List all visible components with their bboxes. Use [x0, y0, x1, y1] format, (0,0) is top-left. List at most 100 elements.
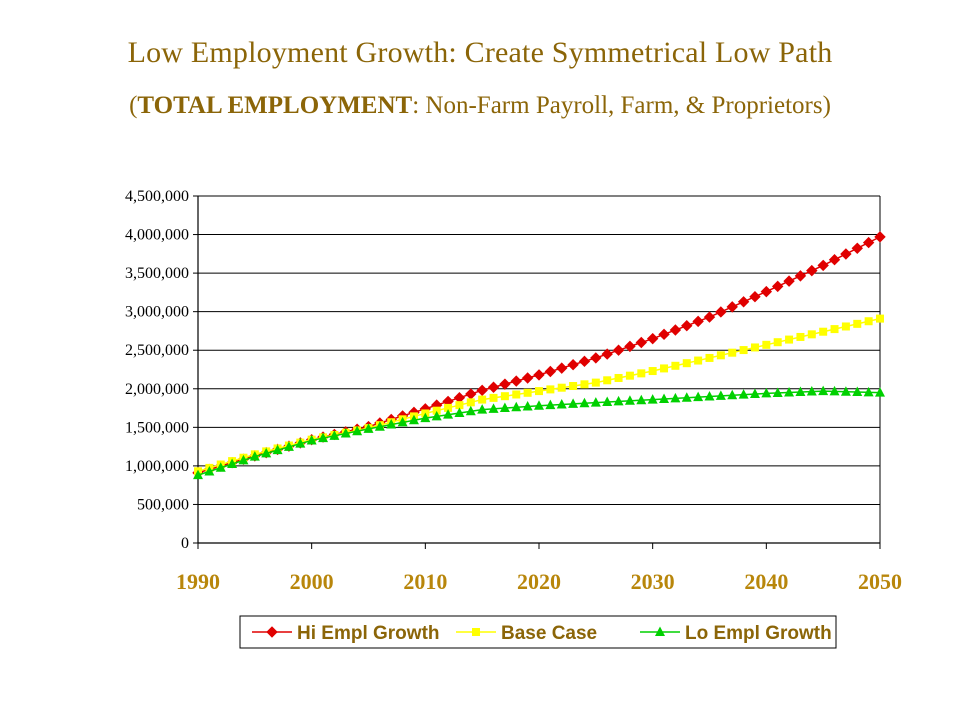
data-point — [590, 397, 601, 407]
data-point — [840, 386, 851, 396]
data-point — [773, 338, 782, 347]
data-point — [771, 280, 784, 293]
data-point — [579, 397, 590, 408]
data-point — [283, 441, 294, 451]
data-point — [465, 388, 477, 400]
data-point — [454, 407, 465, 417]
data-point — [465, 405, 476, 416]
data-point — [637, 369, 646, 378]
series-lo-empl-growth — [193, 385, 885, 480]
data-point — [557, 383, 566, 392]
data-point — [830, 325, 839, 334]
y-tick-label: 500,000 — [137, 496, 189, 513]
data-point — [444, 403, 453, 412]
y-tick-label: 2,500,000 — [125, 342, 189, 359]
data-point — [455, 401, 464, 410]
data-point — [761, 387, 772, 398]
data-point — [862, 236, 875, 249]
data-point — [726, 301, 738, 313]
data-point — [658, 328, 670, 341]
data-point — [478, 395, 487, 404]
x-tick-label: 2050 — [858, 569, 902, 594]
data-point — [613, 395, 624, 406]
data-point — [601, 348, 613, 360]
y-tick-label: 2,000,000 — [125, 381, 189, 398]
data-point — [795, 386, 806, 397]
data-point — [655, 626, 665, 636]
data-point — [499, 378, 511, 390]
data-point — [567, 359, 579, 371]
legend: Hi Empl Growth Base Case Lo Empl Growth — [239, 615, 837, 649]
data-point — [703, 311, 716, 323]
data-point — [737, 296, 750, 308]
data-point — [261, 447, 272, 458]
data-point — [624, 395, 635, 405]
data-point — [443, 409, 454, 419]
data-point — [227, 458, 238, 469]
data-point — [840, 248, 852, 260]
data-point — [590, 352, 602, 364]
data-point — [739, 346, 748, 355]
series-group — [192, 231, 886, 480]
data-point — [204, 465, 215, 476]
data-point — [612, 344, 625, 356]
data-point — [716, 351, 725, 360]
data-point — [511, 401, 522, 412]
legend-label: Base Case — [501, 623, 597, 644]
data-point — [569, 382, 578, 391]
data-point — [266, 626, 278, 638]
data-point — [238, 454, 249, 465]
data-point — [603, 376, 612, 385]
data-point — [544, 365, 557, 378]
data-point — [578, 355, 591, 368]
data-point — [681, 392, 692, 402]
data-point — [863, 386, 874, 397]
legend-item: Lo Empl Growth — [640, 623, 832, 644]
data-point — [829, 385, 840, 396]
data-point — [772, 387, 783, 397]
subtitle-bold: TOTAL EMPLOYMENT — [137, 92, 413, 119]
subtitle-open: ( — [129, 92, 138, 119]
data-point — [852, 386, 863, 397]
y-tick-label: 4,000,000 — [125, 227, 189, 244]
data-point — [580, 380, 589, 389]
data-point — [660, 364, 669, 373]
data-point — [749, 291, 761, 303]
legend-box — [239, 615, 837, 649]
data-point — [738, 389, 749, 399]
page-subtitle: (TOTAL EMPLOYMENT: Non-Farm Payroll, Far… — [0, 92, 960, 120]
data-point — [876, 314, 884, 323]
data-point — [851, 242, 863, 254]
data-point — [432, 406, 441, 415]
y-tick-label: 3,000,000 — [125, 304, 189, 321]
data-point — [488, 403, 499, 413]
data-point — [669, 324, 682, 336]
data-point — [533, 369, 545, 381]
data-point — [681, 319, 693, 332]
data-point — [750, 343, 759, 352]
data-point — [215, 462, 226, 472]
data-point — [591, 378, 600, 387]
data-point — [420, 412, 431, 423]
data-point — [806, 386, 817, 396]
data-point — [647, 394, 658, 404]
x-tick-label: 2010 — [403, 569, 447, 594]
data-point — [841, 322, 850, 331]
data-point — [783, 275, 795, 287]
data-point — [749, 388, 760, 399]
x-tick-label: 1990 — [176, 569, 220, 594]
data-point — [694, 356, 703, 365]
data-point — [828, 253, 841, 266]
data-point — [499, 402, 510, 413]
data-point — [318, 432, 329, 443]
data-point — [705, 353, 714, 362]
data-point — [546, 385, 555, 394]
data-point — [306, 434, 317, 445]
data-point — [472, 628, 480, 636]
data-point — [487, 381, 500, 393]
data-point — [193, 469, 203, 480]
data-point — [762, 340, 771, 349]
legend-label: Lo Empl Growth — [685, 623, 832, 644]
data-point — [431, 410, 442, 421]
data-point — [806, 264, 818, 277]
